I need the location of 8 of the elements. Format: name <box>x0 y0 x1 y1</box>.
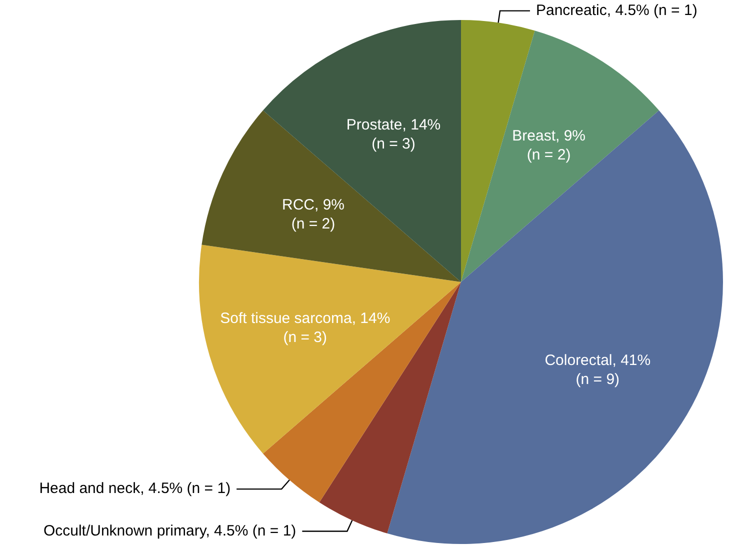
slice-label: Breast, 9% (n = 2) <box>512 127 586 164</box>
slice-label: Prostate, 14% (n = 3) <box>346 116 441 152</box>
slice-label: Pancreatic, 4.5% (n = 1) <box>536 2 698 19</box>
slice-label: Head and neck, 4.5% (n = 1) <box>39 480 231 498</box>
slice-label: Colorectal, 41% (n = 9) <box>544 352 651 388</box>
slice-label: RCC, 9% (n = 2) <box>282 196 344 233</box>
slice-label: Occult/Unknown primary, 4.5% (n = 1) <box>43 522 296 540</box>
slice-label: Soft tissue sarcoma, 14% (n = 3) <box>220 310 390 346</box>
